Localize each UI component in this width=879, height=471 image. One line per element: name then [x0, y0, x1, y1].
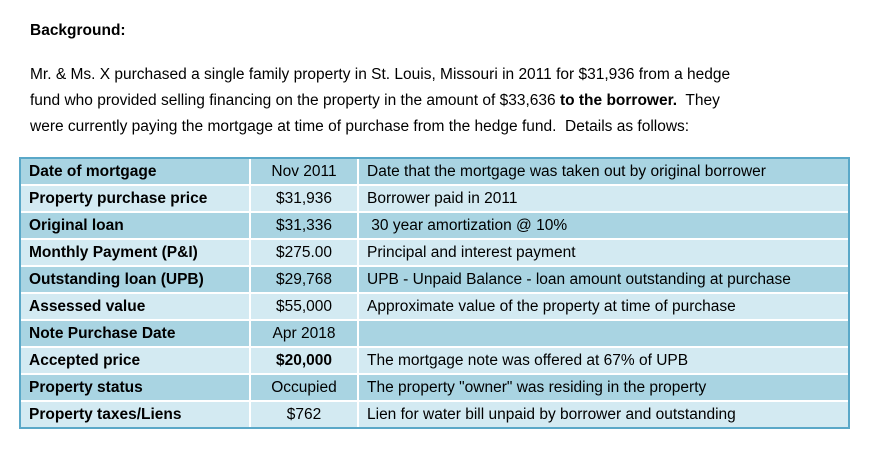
paragraph-line-1: Mr. & Ms. X purchased a single family pr…: [30, 66, 731, 83]
row-label: Monthly Payment (P&I): [21, 240, 251, 267]
row-value: Occupied: [251, 375, 359, 402]
row-value: $55,000: [251, 294, 359, 321]
table-row-date-of-mortgage: Date of mortgage Nov 2011 Date that the …: [21, 159, 848, 186]
table-row-property-purchase-price: Property purchase price $31,936 Borrower…: [21, 186, 848, 213]
row-description: UPB - Unpaid Balance - loan amount outst…: [359, 267, 848, 294]
row-label: Original loan: [21, 213, 251, 240]
row-value: $275.00: [251, 240, 359, 267]
paragraph-line-3: were currently paying the mortgage at ti…: [30, 118, 690, 135]
row-label: Outstanding loan (UPB): [21, 267, 251, 294]
paragraph-line-2-start: fund who provided selling financing on t…: [30, 92, 560, 109]
table-row-monthly-payment: Monthly Payment (P&I) $275.00 Principal …: [21, 240, 848, 267]
table-row-property-status: Property status Occupied The property "o…: [21, 375, 848, 402]
table-row-property-taxes-liens: Property taxes/Liens $762 Lien for water…: [21, 402, 848, 427]
row-description: Approximate value of the property at tim…: [359, 294, 848, 321]
table-row-original-loan: Original loan $31,336 30 year amortizati…: [21, 213, 848, 240]
row-value: $20,000: [251, 348, 359, 375]
section-heading: Background:: [30, 22, 126, 39]
row-label: Note Purchase Date: [21, 321, 251, 348]
row-description: Lien for water bill unpaid by borrower a…: [359, 402, 848, 427]
paragraph-line-2-bold: to the borrower.: [559, 92, 678, 109]
row-label: Accepted price: [21, 348, 251, 375]
table-row-accepted-price: Accepted price $20,000 The mortgage note…: [21, 348, 848, 375]
row-description: The property "owner" was residing in the…: [359, 375, 848, 402]
row-label: Date of mortgage: [21, 159, 251, 186]
row-description: Borrower paid in 2011: [359, 186, 848, 213]
row-label: Property status: [21, 375, 251, 402]
row-description: [359, 321, 848, 348]
paragraph-line-2: fund who provided selling financing on t…: [30, 88, 850, 114]
row-description: 30 year amortization @ 10%: [359, 213, 848, 240]
background-paragraph: Mr. & Ms. X purchased a single family pr…: [30, 62, 850, 140]
row-description: The mortgage note was offered at 67% of …: [359, 348, 848, 375]
paragraph-line-2-end: They: [677, 92, 720, 109]
row-value: Nov 2011: [251, 159, 359, 186]
row-description: Date that the mortgage was taken out by …: [359, 159, 848, 186]
row-value: $31,336: [251, 213, 359, 240]
table-row-assessed-value: Assessed value $55,000 Approximate value…: [21, 294, 848, 321]
mortgage-details-table: Date of mortgage Nov 2011 Date that the …: [19, 157, 850, 429]
table-row-outstanding-loan: Outstanding loan (UPB) $29,768 UPB - Unp…: [21, 267, 848, 294]
row-label: Property taxes/Liens: [21, 402, 251, 427]
row-label: Property purchase price: [21, 186, 251, 213]
table-row-note-purchase-date: Note Purchase Date Apr 2018: [21, 321, 848, 348]
row-value: $31,936: [251, 186, 359, 213]
row-description: Principal and interest payment: [359, 240, 848, 267]
row-label: Assessed value: [21, 294, 251, 321]
row-value: Apr 2018: [251, 321, 359, 348]
row-value: $29,768: [251, 267, 359, 294]
row-value: $762: [251, 402, 359, 427]
